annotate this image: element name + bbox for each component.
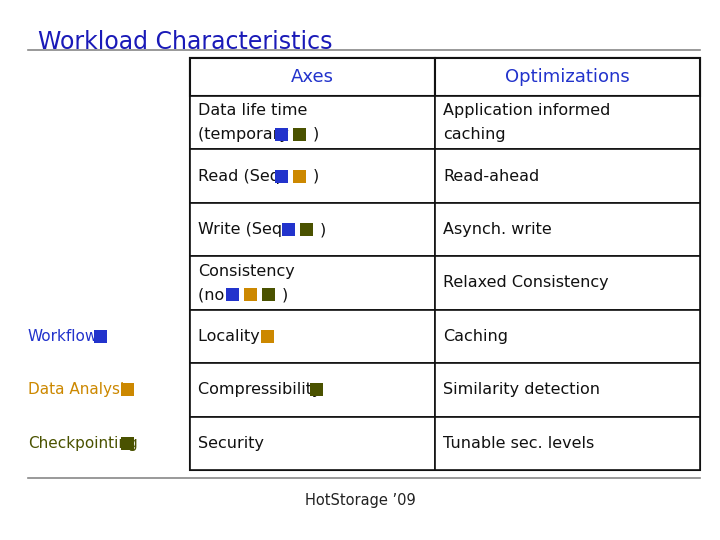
Text: Checkpointing: Checkpointing — [28, 436, 138, 451]
Text: Data life time: Data life time — [198, 104, 307, 118]
Bar — [435, 58, 700, 96]
Bar — [435, 96, 700, 150]
Bar — [190, 416, 435, 470]
Text: Tunable sec. levels: Tunable sec. levels — [443, 436, 594, 451]
Text: ): ) — [313, 127, 319, 142]
Text: HotStorage ’09: HotStorage ’09 — [305, 492, 415, 508]
Bar — [282, 223, 295, 236]
Text: Caching: Caching — [443, 329, 508, 344]
Bar — [435, 416, 700, 470]
Text: Compressibility: Compressibility — [198, 382, 327, 397]
Text: Security: Security — [198, 436, 264, 451]
Bar — [261, 330, 274, 343]
Text: Workflows: Workflows — [28, 329, 107, 344]
Bar — [435, 363, 700, 416]
Bar — [275, 128, 288, 141]
Bar — [293, 128, 306, 141]
Bar — [190, 96, 435, 150]
Bar — [275, 170, 288, 183]
Bar — [190, 256, 435, 310]
Text: Axes: Axes — [291, 68, 334, 86]
Bar — [262, 288, 275, 301]
Bar — [435, 203, 700, 256]
Text: Relaxed Consistency: Relaxed Consistency — [443, 275, 608, 291]
Text: Read (Seq.: Read (Seq. — [198, 168, 290, 184]
Text: Consistency: Consistency — [198, 264, 294, 279]
Text: caching: caching — [443, 127, 505, 142]
Text: Asynch. write: Asynch. write — [443, 222, 552, 237]
Bar — [435, 150, 700, 203]
Bar — [190, 310, 435, 363]
Bar — [190, 150, 435, 203]
Bar — [190, 363, 435, 416]
Text: (temporary: (temporary — [198, 127, 294, 142]
Text: Write (Seq.: Write (Seq. — [198, 222, 292, 237]
Bar — [435, 310, 700, 363]
Bar — [300, 223, 313, 236]
Bar — [190, 58, 700, 470]
Text: Data Analysis: Data Analysis — [28, 382, 132, 397]
Text: Locality: Locality — [198, 329, 265, 344]
Bar — [244, 288, 257, 301]
Text: Read-ahead: Read-ahead — [443, 168, 539, 184]
Text: ): ) — [282, 287, 288, 302]
Bar — [94, 330, 107, 343]
Text: Similarity detection: Similarity detection — [443, 382, 600, 397]
Bar — [310, 383, 323, 396]
Bar — [435, 256, 700, 310]
Text: ): ) — [320, 222, 326, 237]
Bar — [122, 437, 135, 450]
Text: Application informed: Application informed — [443, 104, 611, 118]
Text: Optimizations: Optimizations — [505, 68, 630, 86]
Bar — [190, 203, 435, 256]
Text: Workload Characteristics: Workload Characteristics — [38, 30, 333, 54]
Bar — [293, 170, 306, 183]
Bar — [190, 58, 435, 96]
Bar — [122, 383, 135, 396]
Bar — [226, 288, 239, 301]
Text: ): ) — [313, 168, 319, 184]
Text: (no: (no — [198, 287, 230, 302]
